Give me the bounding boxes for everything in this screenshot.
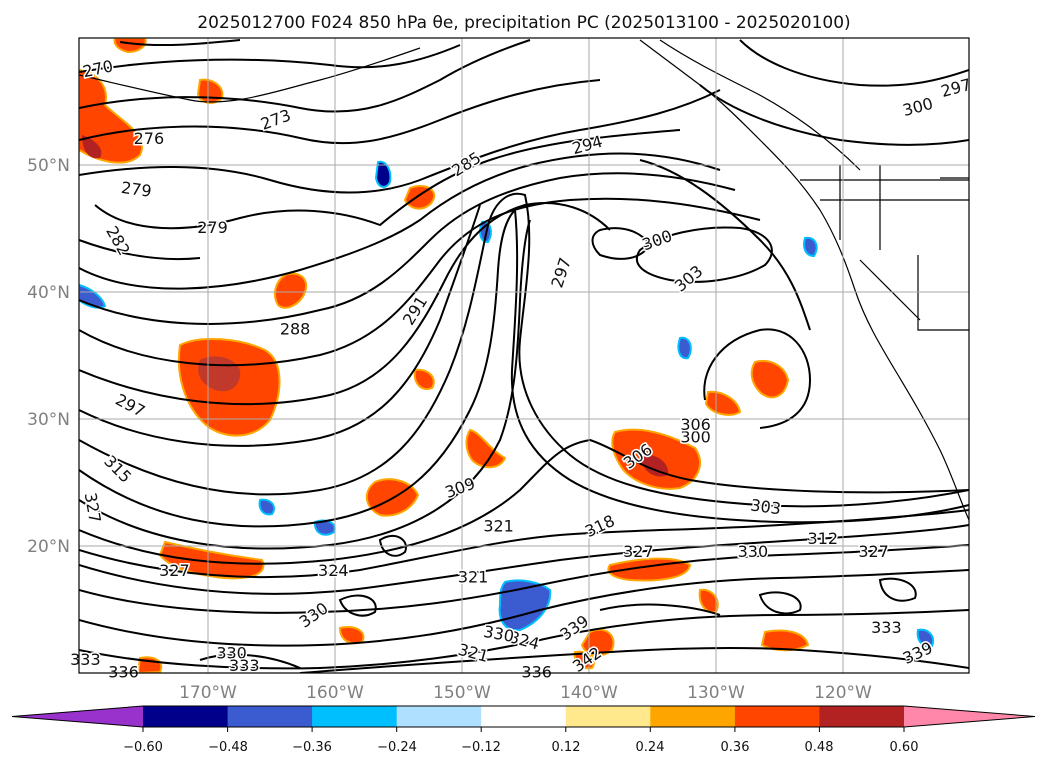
map-panel: 2702732762792792822852882912942972972973… <box>27 37 975 703</box>
contour-label: 306 <box>680 415 711 434</box>
colorbar-label: −0.36 <box>292 740 332 755</box>
contour-label: 318 <box>582 511 618 541</box>
colorbar-label: −0.60 <box>123 740 163 755</box>
figure-title: 2025012700 F024 850 hPa θe, precipitatio… <box>197 13 850 33</box>
colorbar-swatch <box>734 706 821 727</box>
contour-label: 327 <box>81 491 105 524</box>
colorbar-swatch <box>819 706 905 727</box>
precip-shading <box>79 38 934 673</box>
longitude-labels: 170°W 160°W 150°W 140°W 130°W 120°W <box>179 683 872 703</box>
contour-label: 288 <box>280 320 311 339</box>
colorbar-swatches <box>11 705 1036 728</box>
colorbar-label: 0.12 <box>552 740 581 755</box>
contour-label: 327 <box>858 542 889 561</box>
lon-label-140w: 140°W <box>560 683 618 703</box>
colorbar: −0.60 −0.48 −0.36 −0.24 −0.12 0.12 0.24 … <box>11 705 1036 755</box>
contour-label: 309 <box>442 474 477 502</box>
contour-label: 291 <box>399 293 431 329</box>
colorbar-extend-min <box>12 706 143 727</box>
colorbar-label: −0.48 <box>208 740 248 755</box>
contour-label: 276 <box>134 129 165 148</box>
lon-label-170w: 170°W <box>179 683 237 703</box>
contour-label: 315 <box>100 452 135 487</box>
contour-label: 336 <box>521 663 552 682</box>
contour-label: 300 <box>680 428 711 447</box>
contour-label: 336 <box>108 663 139 682</box>
lat-label-40n: 40°N <box>27 283 70 303</box>
contour-label: 327 <box>623 542 654 561</box>
colorbar-label: −0.12 <box>461 740 501 755</box>
colorbar-ticks <box>142 727 905 732</box>
gridlines <box>79 38 969 673</box>
precip-positive-areas <box>79 38 810 673</box>
contour-label: 321 <box>458 567 489 586</box>
colorbar-label: 0.48 <box>805 740 834 755</box>
colorbar-label: 0.24 <box>636 740 665 755</box>
contour-label: 300 <box>640 226 675 254</box>
contour-label: 279 <box>120 178 153 201</box>
colorbar-label: 0.36 <box>721 740 750 755</box>
contour-label: 303 <box>749 495 782 518</box>
colorbar-swatch <box>481 706 567 727</box>
map-frame <box>78 37 970 674</box>
colorbar-tick-labels: −0.60 −0.48 −0.36 −0.24 −0.12 0.12 0.24 … <box>123 740 918 755</box>
contour-label: 303 <box>671 261 707 295</box>
contour-label: 297 <box>112 390 148 421</box>
lat-label-20n: 20°N <box>27 537 70 557</box>
colorbar-label: −0.24 <box>377 740 417 755</box>
contour-label: 330 <box>296 599 332 632</box>
contour-label: 333 <box>70 650 101 669</box>
lon-label-120w: 120°W <box>814 683 872 703</box>
lat-label-50n: 50°N <box>27 156 70 176</box>
lon-label-150w: 150°W <box>433 683 491 703</box>
contour-label: 330 <box>482 622 515 646</box>
colorbar-swatch <box>650 706 736 727</box>
colorbar-swatch <box>312 706 398 727</box>
colorbar-swatch <box>565 706 651 727</box>
lon-label-130w: 130°W <box>687 683 745 703</box>
contour-label: 279 <box>197 218 228 237</box>
contour-label: 327 <box>159 561 190 580</box>
contour-label: 330 <box>216 643 247 662</box>
latitude-labels: 50°N 40°N 30°N 20°N <box>27 156 70 557</box>
colorbar-extend-max <box>904 706 1035 727</box>
colorbar-swatch <box>396 706 482 727</box>
theta-e-contours <box>79 39 969 673</box>
contour-label: 333 <box>229 656 260 675</box>
lon-label-160w: 160°W <box>306 683 364 703</box>
contour-label: 324 <box>318 561 349 580</box>
contour-label: 312 <box>808 529 839 548</box>
contour-label: 297 <box>547 255 575 290</box>
contour-label: 333 <box>871 618 902 637</box>
contour-label: 330 <box>738 542 769 561</box>
contour-label: 300 <box>901 94 935 120</box>
colorbar-swatch <box>227 706 313 727</box>
colorbar-swatch <box>143 706 229 727</box>
contour-label: 270 <box>81 56 115 81</box>
contour-label: 273 <box>258 105 293 133</box>
coastlines <box>79 39 969 521</box>
contour-label: 321 <box>483 517 514 536</box>
lat-label-30n: 30°N <box>27 410 70 430</box>
colorbar-label: 0.60 <box>890 740 919 755</box>
